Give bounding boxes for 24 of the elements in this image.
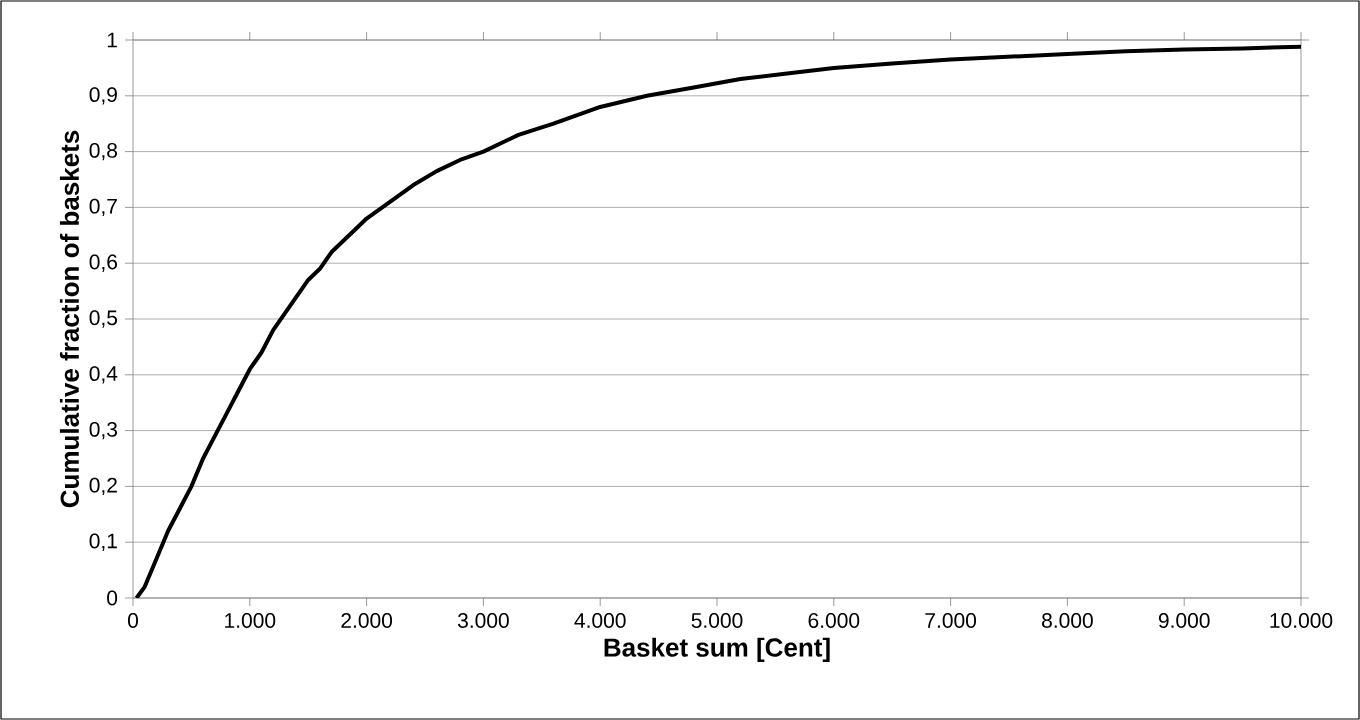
y-tick-label: 0,7 (89, 198, 117, 217)
x-axis-title: Basket sum [Cent] (604, 637, 830, 662)
x-tick-label: 5.000 (691, 613, 743, 628)
x-tick-label: 1.000 (225, 613, 276, 628)
y-tick-label: 0 (107, 590, 118, 606)
y-tick-label: 0,5 (89, 310, 118, 328)
x-tick-label: 8.000 (1042, 613, 1093, 628)
x-tick-label: 10.000 (1270, 613, 1333, 628)
x-tick-label: 4.000 (574, 613, 626, 628)
x-tick-label: 6.000 (808, 613, 860, 628)
x-tick-label: 9.000 (1158, 613, 1210, 628)
x-tick-label: 3.000 (457, 613, 509, 628)
y-tick-label: 0,6 (89, 254, 118, 272)
y-tick-label: 0,4 (89, 366, 118, 384)
x-tick-label: 7.000 (925, 613, 977, 628)
y-tick-label: 0,9 (89, 87, 117, 105)
y-tick-label: 0,8 (89, 142, 118, 161)
x-tick-label: 2.000 (341, 613, 393, 628)
x-tick-label: 0 (127, 613, 139, 628)
y-tick-label: 0,2 (89, 477, 117, 496)
y-tick-label: 1 (107, 32, 117, 48)
y-tick-label: 0,3 (89, 421, 118, 440)
y-tick-label: 0,1 (89, 533, 117, 551)
y-axis-title: Cumulative fraction of baskets (59, 130, 80, 508)
